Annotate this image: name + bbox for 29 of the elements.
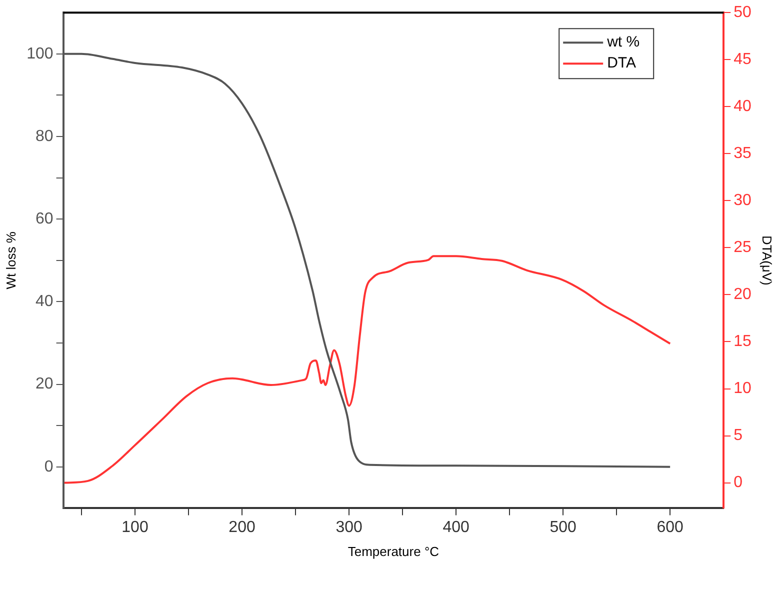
y2-tick-label: 50 [734, 4, 752, 22]
y2-axis-title: DTA(μV) [760, 235, 775, 286]
y-tick-label: 60 [36, 210, 54, 228]
x-tick-label: 600 [656, 519, 684, 536]
y2-tick-label: 40 [734, 98, 752, 116]
y2-tick-label: 45 [734, 51, 752, 68]
x-tick-label: 200 [228, 519, 256, 536]
y2-tick-label: 20 [734, 286, 752, 304]
y2-tick-label: 0 [734, 474, 743, 492]
y-tick-label: 100 [26, 45, 54, 62]
y-tick-label: 80 [36, 128, 54, 145]
y-tick-label: 40 [36, 293, 54, 310]
y2-tick-label: 35 [734, 145, 752, 162]
x-tick-label: 500 [550, 519, 577, 536]
y2-tick-label: 30 [734, 192, 752, 210]
line-series [63, 255, 672, 484]
y2-tick-label: 5 [734, 427, 743, 444]
y2-tick-label: 25 [734, 239, 752, 256]
y2-tick-label: 10 [734, 380, 752, 398]
x-tick-label: 100 [122, 519, 148, 536]
legend-label: wt % [606, 34, 640, 51]
y-axis-title: Wt loss % [3, 231, 18, 290]
legend-label: DTA [607, 54, 636, 72]
y-tick-label: 0 [44, 458, 54, 476]
x-axis-title: Temperature °C [348, 544, 440, 559]
y2-tick-label: 15 [734, 333, 752, 350]
y-tick-label: 20 [36, 376, 54, 393]
x-tick-label: 400 [442, 519, 470, 536]
x-tick-label: 300 [336, 519, 362, 536]
